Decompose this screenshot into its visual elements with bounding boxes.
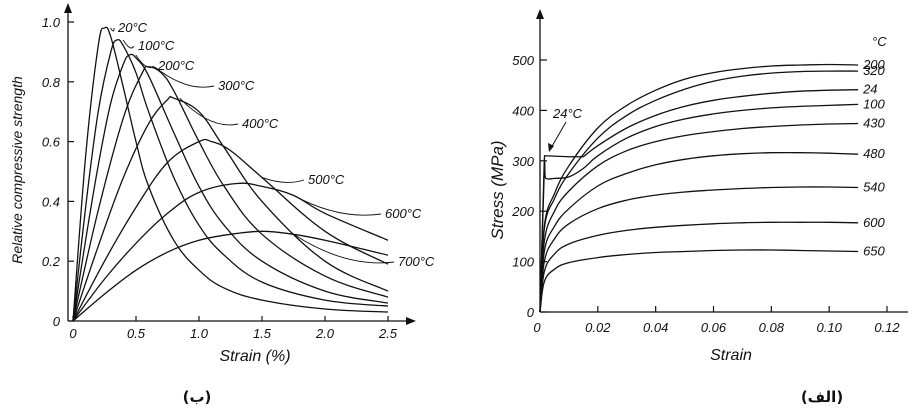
right-x-tick-label: 0.02 [585,320,611,335]
left-x-tick-label: 0 [69,326,77,341]
right-y-tick-label: 200 [511,204,534,219]
right-y-tick-label: 500 [512,53,534,68]
left-y-tick-label: 0.8 [42,75,61,90]
left-series-leader [261,177,305,183]
left-x-axis-title: Strain (%) [219,348,290,365]
right-chart: 0 0.02 0.04 0.06 0.08 0.10 0.12 0 100 200 300 400 50… [488,9,908,406]
right-series-label: 320 [863,63,885,78]
right-annotation-arrow [550,121,567,149]
left-series-label: 500°C [308,172,345,187]
left-x-tick-label: 2.0 [315,326,335,341]
left-y-tick-label: 0.2 [42,254,61,269]
right-series-label: 600 [863,215,885,230]
right-x-axis-title: Strain [710,347,752,364]
left-series-leader [154,66,215,88]
left-series-label: 100°C [138,38,175,53]
left-series-line [72,138,389,322]
right-y-arrow [536,9,544,19]
left-series-label: 400°C [242,116,279,131]
right-series-label: 200 [862,57,885,72]
left-x-arrow [406,317,416,325]
left-series-label: 200°C [157,58,195,73]
right-series-line [539,186,859,313]
left-series-line [72,38,389,322]
right-series-line [539,63,859,313]
left-series-leader [293,195,382,216]
right-x-tick-label: 0.10 [817,320,843,335]
left-series-line [72,65,389,322]
right-y-tick-label: 100 [512,255,534,270]
left-x-tick-label: 1.5 [253,326,272,341]
left-y-axis-title: Relative compressive strength [9,76,25,264]
right-caption: (الف) [801,388,843,406]
left-series-label: 600°C [385,206,422,221]
right-series-line [539,70,859,313]
right-x-tick-label: 0.06 [701,320,727,335]
right-y-axis-title: Stress (MPa) [488,140,507,239]
right-annotation-arrowhead [548,143,554,152]
left-y-tick-label: 1.0 [42,15,61,30]
right-series-label: 480 [863,146,885,161]
left-chart: 0 0.5 1.0 1.5 2.0 2.5 0 0.2 0.4 0.6 0.8 1.0 20°C 100… [9,3,435,406]
left-series-leader [110,27,115,32]
left-series-line [72,230,389,322]
left-series-leader [135,54,155,69]
left-y-tick-label: 0 [53,314,61,329]
left-series-leader [293,233,395,264]
left-y-tick-label: 0.4 [42,194,60,209]
left-series-line [72,95,389,322]
right-series-label: 100 [863,96,885,111]
right-x-tick-label: 0.08 [759,320,785,335]
left-series-line [72,182,389,322]
right-series-line [539,103,859,313]
right-x-tick-label: 0.04 [643,320,668,335]
right-x-tick-label: 0 [533,320,541,335]
right-series-label: 24 [862,82,877,97]
right-x-tick-label: 0.12 [874,320,900,335]
right-series-line [539,221,859,313]
right-annotation-24c: 24°C [552,106,583,121]
right-series-line [539,89,859,313]
right-legend-title: °C [872,34,887,49]
right-series-line [539,122,859,313]
left-y-tick-label: 0.6 [42,135,61,150]
left-y-arrow [64,3,72,13]
left-x-tick-label: 1.0 [190,326,209,341]
right-series-label: 650 [863,244,885,259]
left-series-leader [179,97,239,126]
left-x-tick-label: 2.5 [378,326,398,341]
right-y-tick-label: 400 [512,103,534,118]
right-series-line [539,151,859,313]
left-caption: (ب) [183,388,212,406]
left-series-label: 700°C [398,254,435,269]
left-x-tick-label: 0.5 [127,326,146,341]
right-y-tick-label: 0 [527,305,535,320]
left-series-label: 300°C [218,78,255,93]
right-series-line [539,249,859,313]
left-series-label: 20°C [117,20,148,35]
left-series-line [72,53,389,322]
right-y-tick-label: 300 [512,154,534,169]
right-series-label: 540 [863,180,885,195]
left-series-line [72,26,389,322]
left-series-leader [122,39,135,49]
right-series-label: 430 [863,116,885,131]
